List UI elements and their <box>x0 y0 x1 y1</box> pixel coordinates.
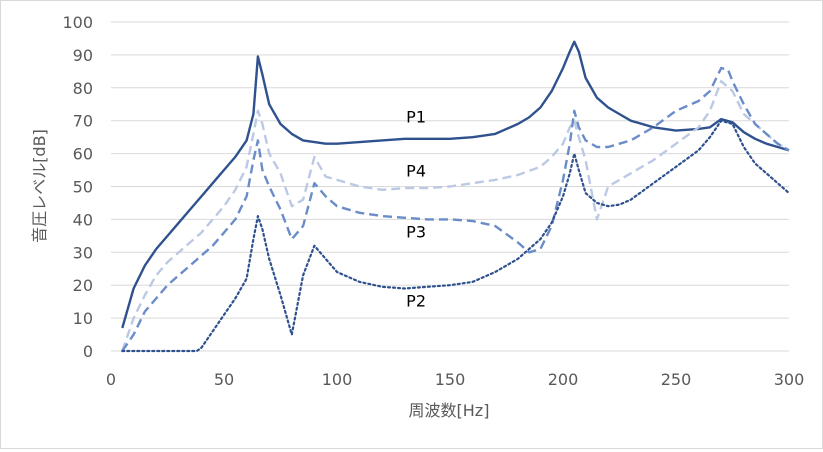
series-group <box>121 40 791 353</box>
series-line-p2 <box>121 119 791 353</box>
y-axis-label: 音圧レベル[dB] <box>30 129 49 243</box>
y-tick-label-70: 70 <box>73 112 93 131</box>
x-tick-label-50: 50 <box>214 370 234 389</box>
x-tick-label-150: 150 <box>435 370 466 389</box>
series-label-p4: P4 <box>406 162 426 181</box>
series-line-p1 <box>121 40 790 329</box>
x-tick-label-100: 100 <box>322 370 353 389</box>
y-tick-label-20: 20 <box>73 276 93 295</box>
y-tick-label-100: 100 <box>62 13 93 32</box>
series-label-p3: P3 <box>406 222 426 241</box>
y-tick-label-30: 30 <box>73 243 93 262</box>
y-tick-label-60: 60 <box>73 145 93 164</box>
x-tick-label-300: 300 <box>774 370 805 389</box>
x-tick-label-200: 200 <box>548 370 579 389</box>
x-tick-label-250: 250 <box>661 370 692 389</box>
x-tick-label-0: 0 <box>106 370 116 389</box>
series-label-p2: P2 <box>406 292 426 311</box>
series-line-p3 <box>121 66 790 352</box>
y-tick-label-50: 50 <box>73 178 93 197</box>
y-tick-label-0: 0 <box>83 342 93 361</box>
series-label-p1: P1 <box>406 107 426 126</box>
y-tick-label-40: 40 <box>73 210 93 229</box>
axes: 0 10 20 30 40 50 60 70 80 90 100 0 50 100 150 200 250 300 <box>62 13 804 389</box>
series-line-p4 <box>121 79 790 352</box>
y-tick-label-80: 80 <box>73 79 93 98</box>
series-labels: P1 P4 P3 P2 <box>406 107 426 310</box>
x-axis-label: 周波数[Hz] <box>409 401 490 420</box>
y-tick-label-90: 90 <box>73 46 93 65</box>
gridlines <box>111 21 789 319</box>
y-tick-label-10: 10 <box>73 309 93 328</box>
